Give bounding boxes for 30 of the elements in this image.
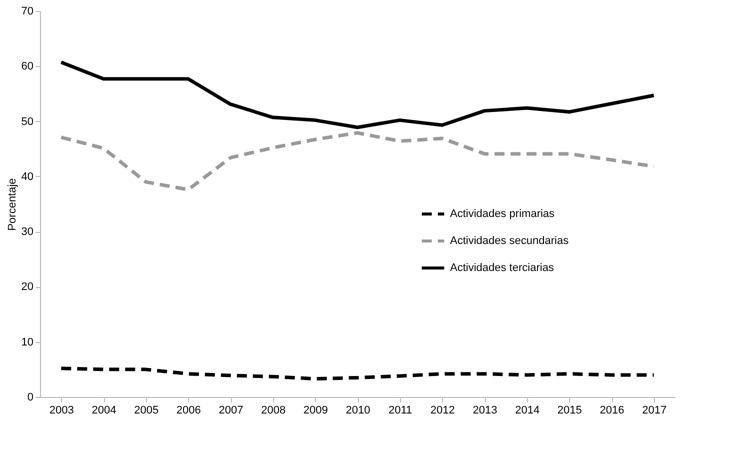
y-tick-label: 60 — [21, 60, 34, 73]
y-tick-label: 30 — [21, 226, 34, 238]
legend-label: Actividades secundarias — [450, 235, 570, 247]
x-tick-label: 2017 — [642, 404, 667, 416]
y-axis-title: Porcentaje — [6, 178, 18, 231]
x-tick-label: 2012 — [430, 404, 455, 416]
x-tick-label: 2004 — [92, 404, 116, 416]
y-tick-label: 40 — [21, 170, 34, 183]
legend-label: Actividades terciarias — [450, 262, 554, 274]
line-series — [59, 60, 656, 130]
x-tick-label: 2010 — [346, 404, 370, 416]
x-tick-label: 2007 — [218, 404, 244, 416]
x-tick-label: 2011 — [388, 404, 412, 416]
legend-label: Actividades primarias — [450, 208, 556, 220]
y-tick-label: 50 — [21, 116, 34, 128]
y-tick-label: 70 — [21, 6, 34, 18]
x-tick-label: 2016 — [600, 404, 624, 416]
x-tick-label: 2008 — [261, 404, 286, 416]
x-tick-label: 2006 — [176, 404, 201, 416]
x-tick-label: 2015 — [557, 404, 582, 416]
y-tick-label: 20 — [21, 281, 34, 294]
x-tick-label: 2005 — [134, 404, 159, 416]
x-tick-label: 2009 — [303, 404, 328, 416]
x-tick-label: 2014 — [515, 404, 540, 416]
x-tick-label: 2013 — [472, 404, 498, 416]
line-series — [59, 366, 656, 381]
y-tick-label: 10 — [21, 336, 34, 348]
x-tick-label: 2003 — [49, 404, 74, 416]
line-series — [59, 131, 656, 192]
y-tick-label: 0 — [27, 392, 34, 404]
